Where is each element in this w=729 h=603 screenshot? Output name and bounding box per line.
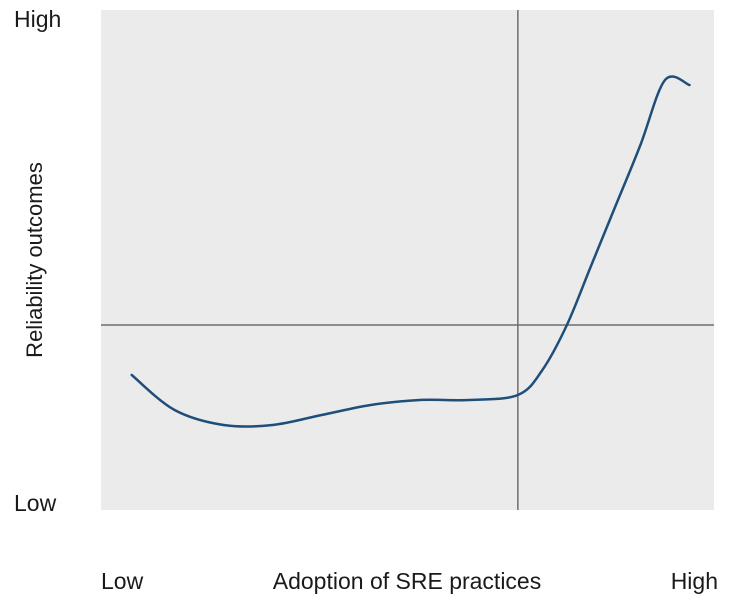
y-tick-low: Low bbox=[14, 490, 57, 516]
series-curve bbox=[130, 75, 691, 428]
y-tick-high: High bbox=[14, 6, 61, 32]
x-tick-high: High bbox=[671, 568, 718, 594]
y-axis-label: Reliability outcomes bbox=[22, 162, 47, 358]
x-tick-low: Low bbox=[101, 568, 144, 594]
x-axis-label: Adoption of SRE practices bbox=[273, 568, 541, 594]
plot-area bbox=[101, 10, 714, 510]
